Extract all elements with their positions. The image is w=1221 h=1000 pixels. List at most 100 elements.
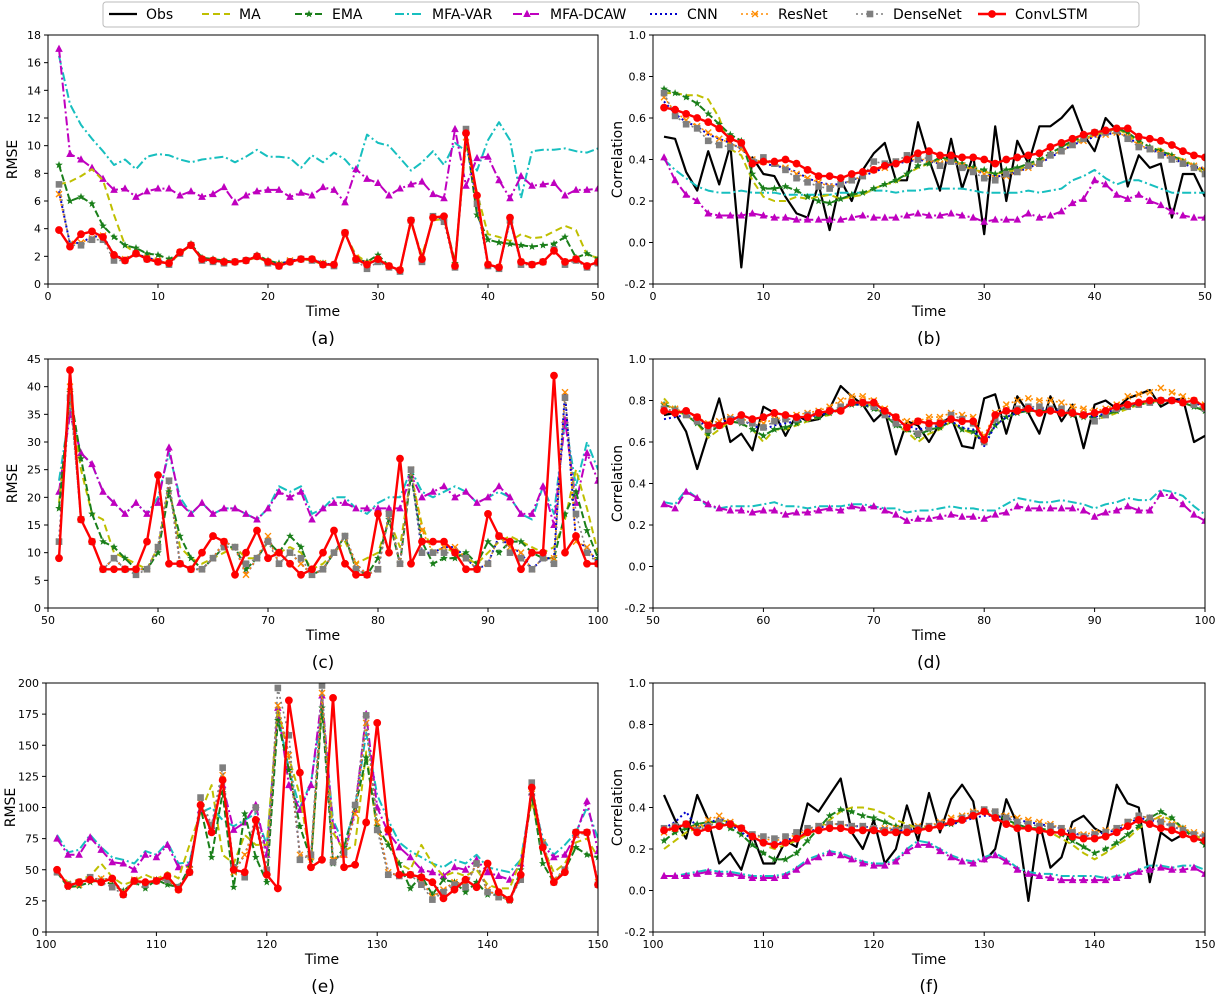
data-point-ema bbox=[550, 239, 558, 248]
data-point-convlstm bbox=[1123, 822, 1132, 831]
data-point-convlstm bbox=[991, 813, 1000, 822]
data-point-ema bbox=[825, 199, 834, 207]
data-point-mfa-dcaw bbox=[220, 504, 228, 512]
data-point-ema bbox=[539, 859, 547, 867]
data-point-mfa-dcaw bbox=[110, 185, 118, 193]
data-point-densenet bbox=[969, 168, 977, 176]
data-point-mfa-dcaw bbox=[1013, 502, 1022, 510]
data-point-convlstm bbox=[462, 565, 470, 574]
data-point-resnet bbox=[925, 413, 933, 421]
data-point-convlstm bbox=[429, 537, 437, 546]
data-point-mfa-dcaw bbox=[726, 506, 735, 514]
y-tick-label: 0.0 bbox=[629, 561, 647, 574]
data-point-mfa-dcaw bbox=[1079, 506, 1088, 514]
data-point-convlstm bbox=[220, 537, 228, 546]
data-point-convlstm bbox=[362, 818, 371, 827]
data-point-densenet bbox=[252, 804, 260, 811]
y-tick-label: 12 bbox=[27, 112, 41, 125]
data-point-convlstm bbox=[792, 159, 801, 168]
data-point-mfa-dcaw bbox=[132, 192, 140, 200]
data-point-ema bbox=[1035, 155, 1044, 163]
data-point-mfa-dcaw bbox=[1168, 865, 1176, 873]
data-point-ema bbox=[1002, 165, 1011, 174]
x-axis-label: Time bbox=[304, 952, 339, 968]
data-point-ema bbox=[110, 543, 118, 551]
data-point-ema bbox=[154, 250, 162, 259]
data-point-densenet bbox=[870, 403, 878, 411]
data-point-densenet bbox=[1014, 818, 1021, 826]
data-point-convlstm bbox=[428, 878, 437, 887]
data-point-mfa-dcaw bbox=[176, 191, 184, 199]
data-point-densenet bbox=[804, 179, 811, 186]
series-mfa-dcaw bbox=[660, 153, 1205, 225]
data-point-ema bbox=[704, 429, 712, 437]
data-point-mfa-dcaw bbox=[88, 163, 96, 171]
data-point-densenet bbox=[583, 549, 591, 556]
data-point-mfa-dcaw bbox=[1057, 207, 1066, 215]
data-point-convlstm bbox=[803, 413, 812, 422]
data-point-mfa-dcaw bbox=[1134, 506, 1143, 514]
data-point-mfa-dcaw bbox=[759, 873, 768, 882]
data-point-resnet bbox=[1035, 397, 1043, 404]
data-point-ema bbox=[759, 849, 768, 857]
data-point-mfa-dcaw bbox=[417, 865, 426, 873]
y-tick-label: 25 bbox=[27, 464, 41, 477]
data-point-densenet bbox=[859, 822, 867, 830]
data-point-convlstm bbox=[53, 865, 61, 874]
data-point-convlstm bbox=[273, 884, 282, 893]
data-point-mfa-dcaw bbox=[242, 509, 250, 517]
data-point-mfa-dcaw bbox=[1146, 506, 1154, 514]
data-point-mfa-dcaw bbox=[418, 493, 426, 501]
data-point-convlstm bbox=[737, 139, 746, 147]
data-point-densenet bbox=[55, 181, 63, 188]
data-point-convlstm bbox=[980, 155, 989, 164]
data-point-convlstm bbox=[1156, 396, 1165, 405]
legend-marker bbox=[988, 10, 996, 18]
series-line-densenet bbox=[663, 399, 1205, 443]
data-point-mfa-dcaw bbox=[814, 215, 823, 223]
data-point-convlstm bbox=[1167, 396, 1176, 405]
data-point-convlstm bbox=[991, 411, 1000, 419]
data-point-convlstm bbox=[1068, 134, 1077, 143]
plot-area bbox=[53, 683, 598, 905]
data-point-convlstm bbox=[207, 828, 216, 837]
x-tick-label: 20 bbox=[261, 290, 275, 303]
series-convlstm bbox=[53, 694, 598, 904]
data-point-mfa-dcaw bbox=[958, 512, 966, 520]
data-point-densenet bbox=[329, 858, 337, 866]
data-point-ema bbox=[461, 888, 470, 896]
data-point-mfa-dcaw bbox=[693, 493, 701, 502]
data-point-densenet bbox=[1179, 160, 1187, 167]
panel-label: (a) bbox=[311, 329, 335, 349]
data-point-convlstm bbox=[484, 260, 492, 269]
data-point-ema bbox=[395, 859, 404, 867]
data-point-ema bbox=[428, 890, 437, 898]
data-point-convlstm bbox=[759, 838, 768, 847]
data-point-convlstm bbox=[275, 548, 283, 557]
data-point-convlstm bbox=[198, 548, 206, 557]
data-point-convlstm bbox=[417, 873, 426, 882]
series-line-ema bbox=[663, 399, 1205, 443]
data-point-densenet bbox=[528, 779, 536, 786]
data-point-convlstm bbox=[330, 260, 338, 269]
y-tick-label: 6 bbox=[34, 195, 41, 208]
data-point-densenet bbox=[1124, 135, 1132, 143]
data-point-mfa-dcaw bbox=[462, 487, 470, 495]
data-point-ema bbox=[285, 766, 293, 774]
data-point-densenet bbox=[793, 829, 800, 836]
x-tick-label: 0 bbox=[650, 290, 657, 303]
data-point-mfa-dcaw bbox=[704, 209, 712, 217]
data-point-convlstm bbox=[969, 417, 978, 426]
data-point-convlstm bbox=[1112, 124, 1121, 133]
data-point-mfa-dcaw bbox=[759, 506, 768, 514]
data-point-densenet bbox=[110, 554, 118, 562]
x-tick-label: 150 bbox=[1195, 938, 1216, 951]
data-point-mfa-dcaw bbox=[494, 871, 503, 879]
y-tick-label: 0.2 bbox=[629, 843, 647, 856]
data-point-ema bbox=[693, 99, 701, 107]
data-point-densenet bbox=[208, 821, 215, 829]
data-point-ema bbox=[119, 886, 128, 895]
data-point-mfa-dcaw bbox=[163, 840, 172, 848]
data-point-mfa-dcaw bbox=[451, 124, 459, 133]
data-point-resnet bbox=[373, 818, 381, 826]
